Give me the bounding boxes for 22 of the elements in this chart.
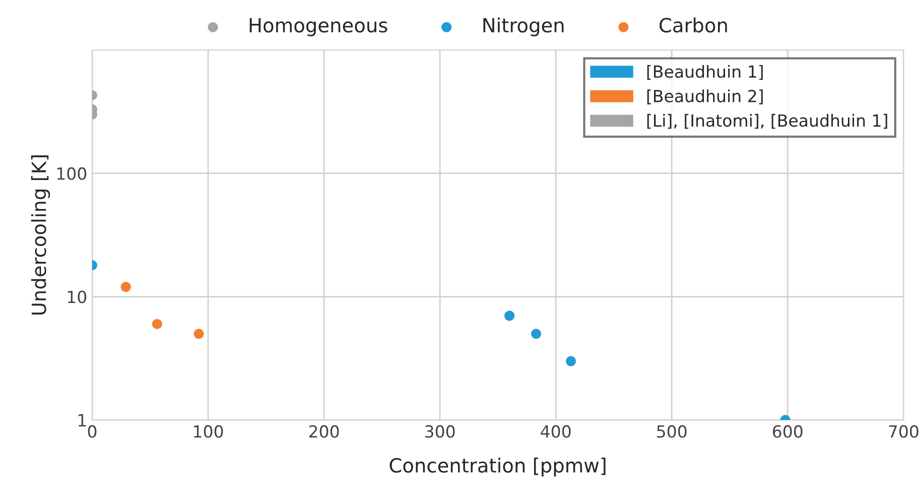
x-tick-label: 300 [425,425,455,438]
x-axis-title: Concentration [ppmw] [390,458,606,476]
legend-label: Nitrogen [483,18,564,36]
x-tick-label: 100 [194,425,223,438]
point [531,328,542,339]
legend-label: Homogeneous [250,18,388,36]
x-tick-label: 700 [889,425,918,438]
point [504,310,515,321]
x-tick-label: 500 [657,425,687,438]
x-tick-label: 0 [88,425,96,438]
annotation: [Beaudhuin 2] [647,89,763,104]
point [566,356,576,366]
y-axis-title: Undercooling [K] [31,155,50,315]
annotation: [Beaudhuin 1] [647,65,763,80]
x-tick-label: 600 [772,425,802,438]
y-tick-label: 10 [68,290,86,304]
x-tick-label: 400 [540,425,571,438]
y-tick-label: 1 [78,414,86,426]
annotation: [Li], [Inatomi], [Beaudhuin 1] [647,114,888,129]
y-tick-label: 100 [57,167,86,180]
x-tick-label: 200 [309,425,339,438]
legend-label: Carbon [660,18,727,33]
